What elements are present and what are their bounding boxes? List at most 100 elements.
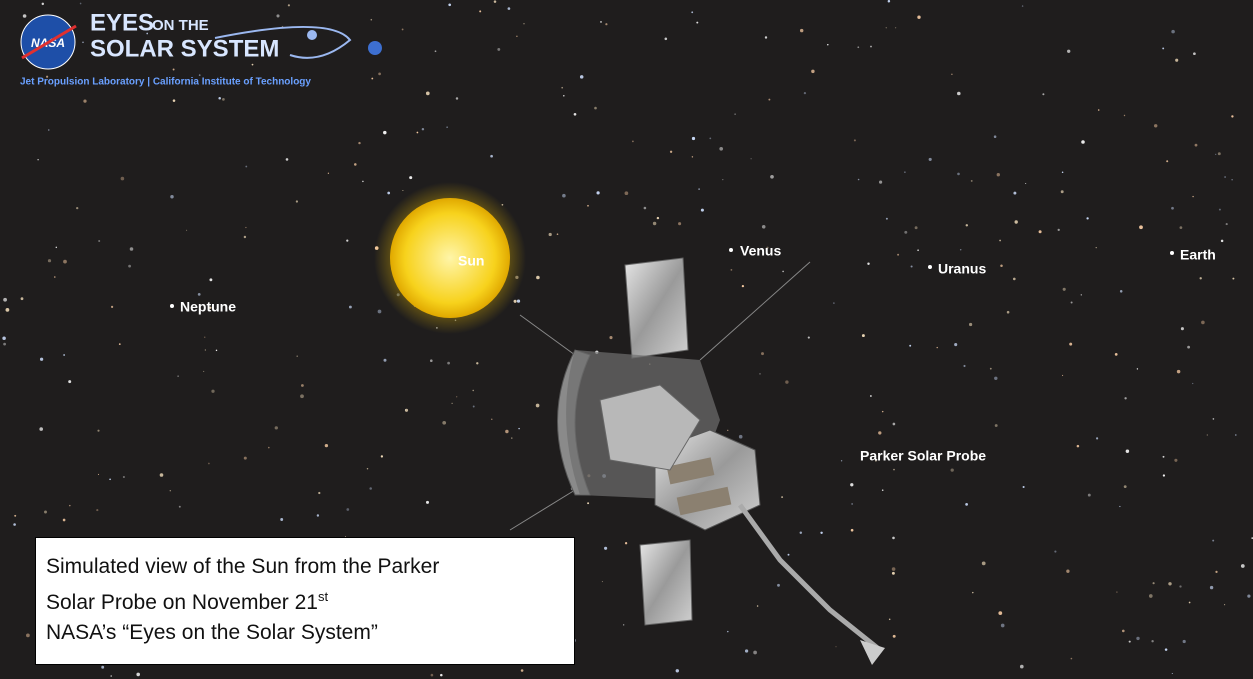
star	[841, 460, 842, 461]
star	[83, 99, 86, 102]
star	[518, 428, 519, 429]
star	[367, 468, 368, 469]
star	[1054, 551, 1056, 553]
star	[670, 151, 672, 153]
star	[384, 359, 387, 362]
star	[101, 666, 104, 669]
star	[1200, 277, 1202, 279]
star	[301, 384, 304, 387]
star	[511, 437, 512, 438]
star	[63, 354, 65, 356]
star	[995, 424, 998, 427]
star	[479, 10, 481, 12]
star	[587, 205, 589, 207]
star	[381, 455, 383, 457]
star	[1020, 665, 1024, 669]
star	[1067, 50, 1070, 53]
star	[886, 27, 887, 28]
star	[1007, 311, 1010, 314]
logo-title: SOLAR SYSTEM	[90, 35, 279, 62]
star	[1192, 383, 1193, 384]
star	[358, 142, 360, 144]
star	[346, 508, 349, 511]
star	[1177, 370, 1180, 373]
star	[276, 14, 279, 17]
star	[727, 631, 728, 632]
star	[491, 419, 492, 420]
star	[325, 444, 328, 447]
star	[751, 158, 752, 159]
star	[216, 350, 217, 351]
star	[804, 92, 806, 94]
star	[387, 192, 390, 195]
star	[1221, 240, 1224, 243]
star	[82, 42, 84, 44]
venus-dot	[729, 248, 733, 252]
star	[80, 3, 82, 5]
star	[1124, 115, 1125, 116]
logo-title: EYES	[90, 9, 154, 36]
star	[897, 254, 899, 256]
star	[275, 426, 278, 429]
star	[1201, 321, 1205, 325]
star	[768, 99, 770, 101]
star	[892, 537, 895, 540]
star	[476, 362, 478, 364]
star	[472, 390, 473, 391]
star	[417, 132, 419, 134]
star	[757, 605, 759, 607]
star	[1247, 595, 1250, 598]
star	[596, 191, 599, 194]
star	[1232, 278, 1234, 280]
star	[1149, 594, 1153, 598]
star	[447, 362, 450, 365]
star	[854, 139, 856, 141]
star	[1181, 327, 1184, 330]
star	[1175, 59, 1178, 62]
star	[497, 48, 500, 51]
star	[665, 38, 668, 41]
star	[244, 457, 247, 460]
star	[882, 489, 884, 491]
star	[517, 299, 520, 302]
star	[378, 73, 381, 76]
star	[1231, 179, 1232, 180]
star	[1241, 564, 1245, 568]
star	[440, 674, 443, 677]
star	[879, 181, 882, 184]
star	[811, 70, 814, 73]
star	[1081, 294, 1082, 295]
star	[1000, 264, 1003, 267]
star	[1122, 630, 1125, 633]
star	[1066, 570, 1069, 573]
star	[965, 503, 968, 506]
star	[692, 156, 693, 157]
star	[456, 97, 458, 99]
star	[870, 395, 872, 397]
star	[426, 501, 429, 504]
star	[209, 278, 212, 281]
star	[1013, 192, 1016, 195]
star	[1218, 152, 1221, 155]
star	[1124, 485, 1127, 488]
star	[998, 611, 1002, 615]
star	[430, 359, 433, 362]
star	[1126, 449, 1129, 452]
star	[3, 343, 6, 346]
star	[1162, 47, 1164, 49]
star	[882, 411, 883, 412]
sun-label: Sun	[458, 253, 484, 269]
star	[1096, 437, 1098, 439]
star	[969, 323, 972, 326]
star	[1058, 229, 1060, 231]
star	[354, 163, 357, 166]
star	[317, 514, 319, 516]
star	[40, 358, 43, 361]
neptune-label: Neptune	[180, 299, 236, 315]
uranus-dot	[928, 265, 932, 269]
star	[1022, 5, 1023, 6]
star	[288, 4, 290, 6]
star	[1179, 585, 1181, 587]
star	[722, 179, 723, 180]
star	[42, 3, 44, 5]
